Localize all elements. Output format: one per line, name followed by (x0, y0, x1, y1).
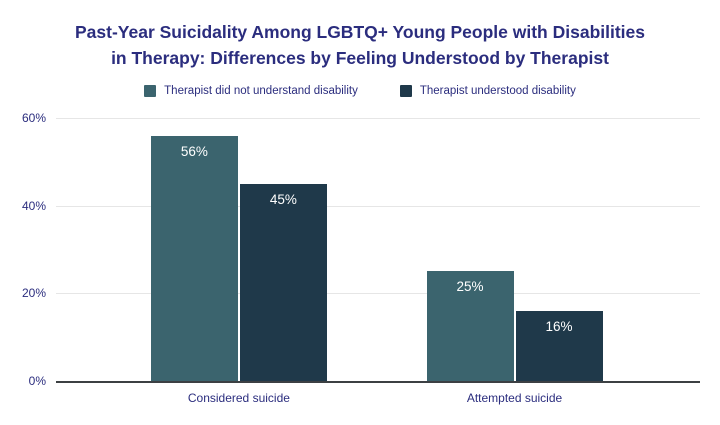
chart-title: Past-Year Suicidality Among LGBTQ+ Young… (0, 19, 720, 71)
plot-area: 56% 45% Considered suicide 25% 16% Attempted … (56, 118, 700, 405)
bar-value-label-attempted-suicide-series-1: 25% (456, 279, 484, 295)
legend-label-did-not-understand: Therapist did not understand disability (164, 85, 358, 97)
bar-value-label-considered-suicide-series-1: 56% (180, 143, 208, 159)
gridline-20 (56, 293, 700, 295)
legend-item-did-not-understand: Therapist did not understand disability (144, 85, 358, 97)
legend: Therapist did not understand disability … (0, 85, 720, 97)
chart-title-line-2: in Therapy: Differences by Feeling Under… (111, 48, 609, 68)
category-label-attempted-suicide: Attempted suicide (466, 391, 563, 405)
legend-item-understood: Therapist understood disability (399, 85, 576, 97)
bar-considered-suicide-series-1: 56% (150, 135, 238, 381)
bar-group-considered-suicide: 56% 45% Considered suicide (150, 118, 327, 405)
bar-attempted-suicide-series-2: 16% (515, 310, 603, 381)
legend-label-understood: Therapist understood disability (419, 85, 576, 97)
chart-title-line-1: Past-Year Suicidality Among LGBTQ+ Young… (75, 22, 645, 42)
y-axis: 0% 20% 40% 60% (0, 111, 46, 388)
chart-area: 0% 20% 40% 60% 56% 45% Considered suicide 25% 1… (0, 111, 720, 418)
y-tick-label-60: 60% (21, 111, 46, 125)
y-tick-label-40: 40% (21, 198, 46, 213)
category-label-considered-suicide: Considered suicide (187, 391, 290, 405)
gridline-60 (56, 118, 700, 119)
y-tick-label-0: 0% (28, 374, 46, 388)
legend-swatch-navy-icon (399, 85, 412, 97)
bar-group-attempted-suicide: 25% 16% Attempted suicide (426, 118, 603, 405)
bar-considered-suicide-series-2: 45% (239, 183, 327, 381)
bar-attempted-suicide-series-1: 25% (426, 271, 514, 381)
gridline-40 (56, 205, 700, 207)
bar-value-label-considered-suicide-series-2: 45% (269, 191, 297, 207)
bar-value-label-attempted-suicide-series-2: 16% (545, 318, 573, 334)
y-tick-label-20: 20% (21, 286, 46, 301)
legend-swatch-teal-icon (144, 85, 157, 97)
